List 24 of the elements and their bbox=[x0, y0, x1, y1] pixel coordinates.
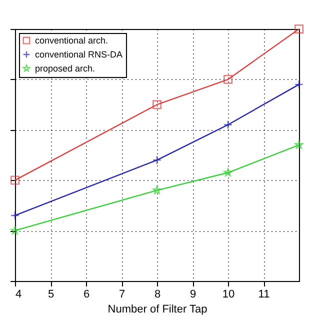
legend-label: conventional arch. bbox=[35, 36, 108, 46]
legend-label: conventional RNS-DA bbox=[35, 50, 123, 60]
point bbox=[294, 140, 304, 149]
x-tick-label: 7 bbox=[118, 288, 126, 300]
x-tick-label: 9 bbox=[190, 288, 196, 300]
point bbox=[294, 24, 304, 34]
x-axis-title: Number of Filter Tap bbox=[108, 304, 208, 316]
point bbox=[224, 74, 232, 84]
point bbox=[10, 211, 20, 220]
x-tick-label: 6 bbox=[83, 288, 90, 300]
point bbox=[224, 168, 232, 176]
point bbox=[224, 120, 232, 130]
point bbox=[10, 176, 20, 185]
x-tick-label: 4 bbox=[16, 288, 22, 300]
legend-label: proposed arch. bbox=[35, 64, 96, 74]
point bbox=[152, 186, 162, 194]
point bbox=[152, 156, 162, 165]
x-tick-label: 10 bbox=[222, 288, 235, 300]
x-tick-label: 5 bbox=[48, 288, 54, 300]
x-tick-label: 8 bbox=[154, 288, 161, 300]
x-tick-label: 11 bbox=[258, 288, 270, 300]
point bbox=[152, 100, 162, 110]
point bbox=[10, 226, 20, 234]
point bbox=[294, 80, 304, 89]
